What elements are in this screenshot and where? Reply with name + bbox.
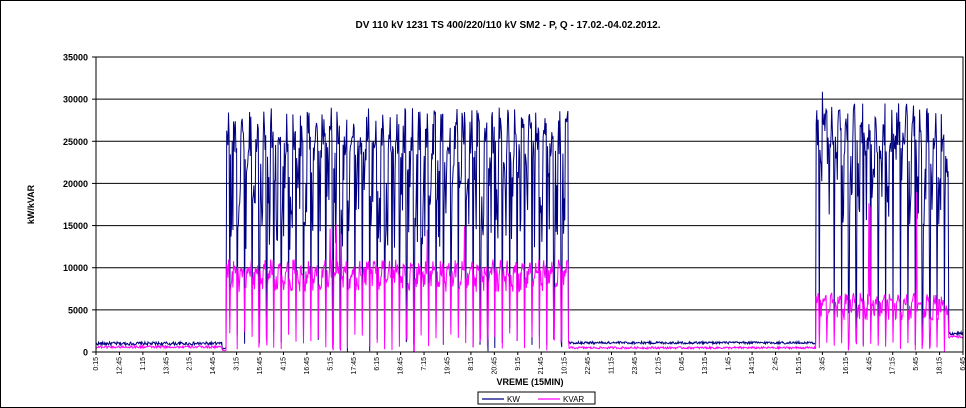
- x-tick-label: 17:15: [890, 357, 897, 375]
- x-tick-label: 2:45: [773, 357, 780, 371]
- x-tick-label: 15:15: [796, 357, 803, 375]
- chart-title: DV 110 kV 1231 TS 400/220/110 kV SM2 - P…: [355, 20, 660, 31]
- x-tick-label: 14:45: [210, 357, 217, 375]
- x-tick-label: 23:45: [632, 357, 639, 375]
- y-tick-label: 20000: [63, 179, 88, 189]
- legend: KW KVAR: [477, 391, 596, 405]
- x-tick-label: 8:15: [468, 357, 475, 371]
- x-tick-label: 6:15: [374, 357, 381, 371]
- y-axis-label: kW/kVAR: [26, 184, 36, 224]
- x-tick-label: 2:15: [187, 357, 194, 371]
- y-axis-ticks: 0 5000 10000 15000 20000 25000 30000 35000: [63, 53, 96, 358]
- x-tick-label: 15:45: [257, 357, 264, 375]
- x-axis-ticks: 0:15 12:45 1:15 13:45 2:15 14:45 3:15 15:45 4:15…: [93, 352, 966, 375]
- plot-area-frame: [95, 56, 964, 353]
- x-tick-label: 21:45: [538, 357, 545, 375]
- legend-label-kvar: KVAR: [563, 395, 584, 404]
- x-tick-label: 9:15: [515, 357, 522, 371]
- x-tick-label: 14:15: [749, 357, 756, 375]
- x-tick-label: 3:15: [234, 357, 241, 371]
- x-tick-label: 0:45: [679, 357, 686, 371]
- x-tick-label: 0:15: [93, 357, 100, 371]
- x-tick-label: 7:15: [421, 357, 428, 371]
- y-tick-label: 0: [83, 348, 88, 358]
- y-tick-label: 35000: [63, 53, 88, 63]
- y-tick-label: 5000: [68, 305, 88, 315]
- x-tick-label: 19:45: [444, 357, 451, 375]
- x-tick-label: 20:45: [491, 357, 498, 375]
- x-tick-label: 10:15: [562, 357, 569, 375]
- series-lines: [95, 91, 964, 353]
- x-tick-label: 3:45: [819, 357, 826, 371]
- y-tick-label: 25000: [63, 137, 88, 147]
- x-tick-label: 22:45: [585, 357, 592, 375]
- x-tick-label: 5:45: [913, 357, 920, 371]
- x-tick-label: 17:45: [351, 357, 358, 375]
- x-tick-label: 4:45: [866, 357, 873, 371]
- x-tick-label: 6:45: [960, 357, 966, 371]
- legend-label-kw: KW: [507, 395, 520, 404]
- x-tick-label: 18:15: [937, 357, 944, 375]
- x-tick-label: 16:15: [843, 357, 850, 375]
- x-tick-label: 1:15: [140, 357, 147, 371]
- y-tick-label: 15000: [63, 221, 88, 231]
- legend-box: [477, 391, 596, 405]
- x-tick-label: 13:45: [163, 357, 170, 375]
- x-tick-label: 13:15: [702, 357, 709, 375]
- x-tick-label: 11:15: [609, 357, 616, 374]
- x-tick-label: 16:45: [304, 357, 311, 375]
- x-tick-label: 1:45: [726, 357, 733, 371]
- y-tick-label: 10000: [63, 263, 88, 273]
- x-tick-label: 4:15: [280, 357, 287, 371]
- x-axis-label: VREME (15MIN): [496, 377, 563, 387]
- x-tick-label: 5:15: [327, 357, 334, 371]
- series-line-kvar: [95, 192, 964, 353]
- x-tick-label: 18:45: [398, 357, 405, 375]
- series-line-kw: [95, 91, 964, 352]
- y-tick-label: 30000: [63, 95, 88, 105]
- x-tick-label: 12:15: [655, 357, 662, 375]
- x-tick-label: 12:45: [116, 357, 123, 375]
